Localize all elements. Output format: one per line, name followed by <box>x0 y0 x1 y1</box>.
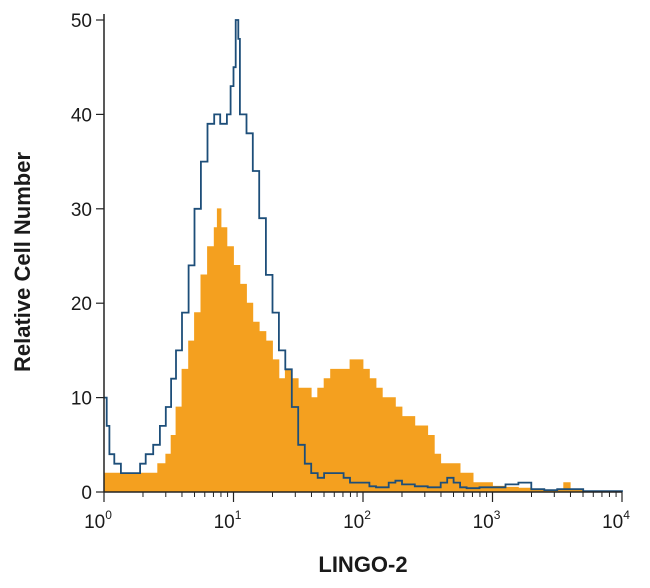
x-tick-exponent: 2 <box>364 508 371 522</box>
y-tick-label: 50 <box>71 11 92 32</box>
series-outline-2 <box>104 19 623 492</box>
x-tick-label: 102 <box>343 508 371 533</box>
y-tick-label: 40 <box>71 105 92 126</box>
y-tick-label: 20 <box>71 294 92 315</box>
plot-area <box>103 19 623 493</box>
y-axis-label: Relative Cell Number <box>10 152 35 373</box>
y-tick-label: 30 <box>71 200 92 221</box>
x-tick-exponent: 4 <box>623 508 630 522</box>
x-tick-label: 100 <box>84 508 112 533</box>
y-tick-label: 10 <box>71 389 92 410</box>
x-axis-label: LINGO-2 <box>318 552 407 577</box>
series-fill-1 <box>103 208 622 493</box>
x-tick-exponent: 3 <box>494 508 501 522</box>
y-tick-label: 0 <box>81 483 92 504</box>
x-tick-label: 101 <box>214 508 242 533</box>
x-tick-exponent: 0 <box>105 508 112 522</box>
x-tick-label: 103 <box>473 508 501 533</box>
x-tick-label: 104 <box>602 508 630 533</box>
x-tick-exponent: 1 <box>235 508 242 522</box>
